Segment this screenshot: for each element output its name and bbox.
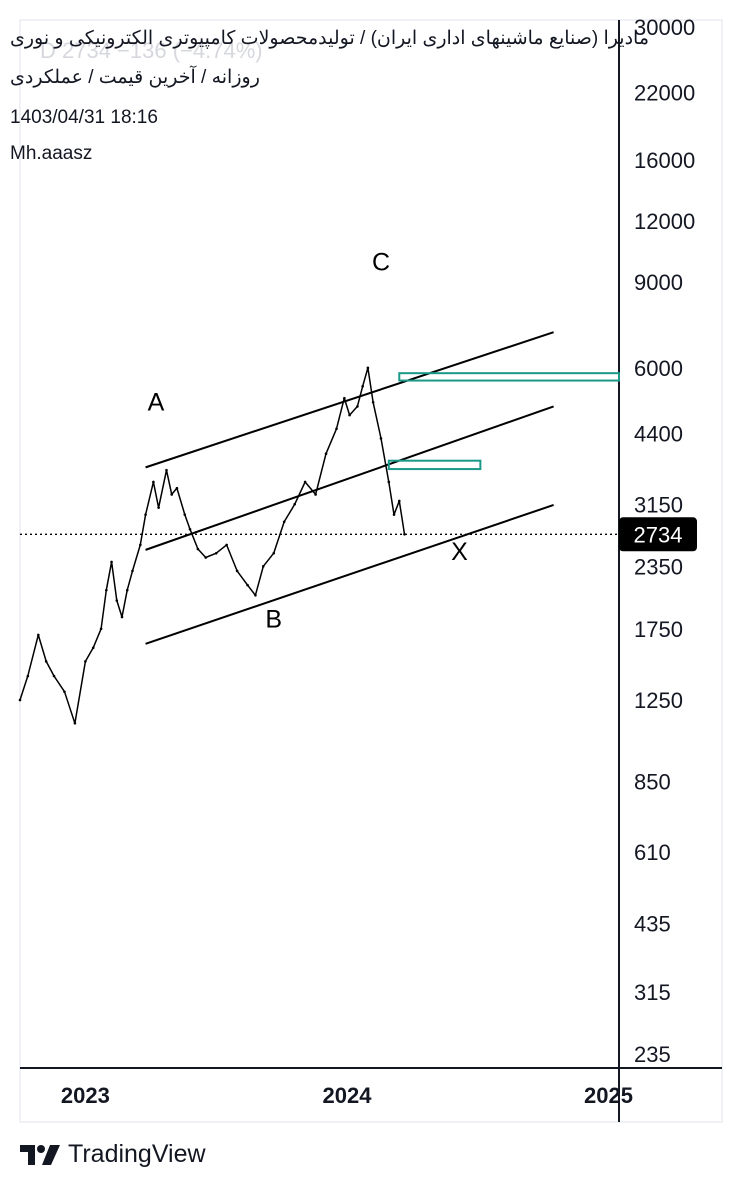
price-point — [324, 452, 328, 455]
price-point — [335, 427, 338, 431]
price-point — [196, 547, 200, 551]
price-point — [115, 599, 119, 602]
time-tick-label: 2023 — [61, 1083, 110, 1108]
price-point — [379, 437, 383, 440]
price-point — [131, 569, 134, 573]
price-tick-label: 1250 — [634, 688, 683, 713]
price-point — [52, 674, 56, 678]
price-point — [225, 543, 228, 547]
price-point — [120, 615, 124, 619]
time-tick-label: 2025 — [584, 1083, 633, 1108]
price-point — [63, 690, 66, 694]
price-point — [84, 660, 87, 663]
price-point — [246, 583, 249, 587]
price-point — [261, 565, 265, 568]
price-point — [387, 480, 391, 484]
price-point — [157, 506, 160, 509]
chart-frame — [19, 19, 723, 1123]
price-tick-label: 4400 — [634, 422, 683, 447]
price-point — [139, 543, 142, 547]
price-tick-label: 30000 — [634, 15, 695, 40]
price-point — [366, 366, 370, 370]
price-point — [175, 486, 179, 490]
channel-line — [145, 504, 554, 645]
price-series-line — [19, 367, 406, 725]
chart-title: مادیرا (صنایع ماشینهای اداری ایران) / تو… — [10, 28, 649, 49]
price-point — [165, 468, 168, 472]
price-point — [293, 502, 296, 506]
channel-line — [145, 331, 554, 469]
price-point — [73, 722, 77, 725]
price-point — [272, 551, 276, 555]
price-point — [356, 405, 359, 408]
price-point — [303, 480, 307, 484]
price-point — [403, 532, 406, 536]
chart-subtitle: روزانه / آخرین قیمت / عملکردی — [10, 67, 260, 88]
price-point — [188, 527, 192, 531]
price-point — [125, 588, 129, 592]
price-point — [99, 627, 103, 631]
price-point — [214, 551, 218, 555]
tradingview-brand[interactable]: TradingView — [20, 1140, 206, 1169]
price-point — [152, 480, 155, 484]
price-point — [314, 493, 317, 496]
price-point — [235, 569, 239, 573]
price-point — [105, 588, 108, 592]
zone-box — [398, 372, 620, 382]
price-point — [37, 633, 40, 637]
price-point — [254, 593, 257, 597]
price-tick-label: 16000 — [634, 148, 695, 173]
price-point — [204, 556, 208, 559]
price-point — [361, 384, 364, 388]
last-price-badge — [619, 517, 697, 552]
price-point — [392, 513, 396, 516]
price-point — [144, 513, 147, 516]
brand-name: TradingView — [68, 1140, 206, 1168]
price-point — [91, 646, 95, 650]
price-point — [343, 396, 346, 400]
price-tick-label: 2350 — [634, 554, 683, 579]
tradingview-logo-icon — [20, 1144, 60, 1165]
wave-label-a: A — [148, 389, 165, 417]
price-tick-label: 3150 — [634, 492, 683, 517]
price-point — [170, 493, 174, 496]
price-tick-label: 12000 — [634, 209, 695, 234]
price-tick-label: 610 — [634, 840, 671, 865]
last-price-label: 2734 — [634, 522, 683, 547]
price-point — [371, 400, 375, 404]
price-point — [44, 660, 48, 663]
price-tick-label: 315 — [634, 980, 671, 1005]
price-point — [18, 698, 22, 702]
price-point — [26, 674, 30, 678]
chart-author: Mh.aaasz — [10, 143, 93, 164]
symbol-watermark: D 2734 −136 (−4.74%) — [40, 38, 263, 63]
price-tick-label: 9000 — [634, 270, 683, 295]
chart-timestamp: 1403/04/31 18:16 — [10, 107, 158, 128]
price-tick-label: 235 — [634, 1042, 671, 1067]
price-point — [397, 499, 401, 503]
price-point — [348, 413, 351, 417]
price-chart[interactable]: 30000 22000 16000 12000 9000 6000 4400 3150 2350… — [0, 0, 742, 1130]
price-tick-label: 435 — [634, 912, 671, 937]
wave-label-c: C — [372, 248, 390, 276]
price-tick-label: 22000 — [634, 81, 695, 106]
price-tick-label: 6000 — [634, 356, 683, 381]
price-point — [282, 520, 286, 524]
price-point — [183, 513, 187, 516]
zone-box — [387, 459, 482, 471]
time-tick-label: 2024 — [322, 1083, 372, 1108]
wave-label-x: X — [451, 538, 468, 566]
price-tick-label: 850 — [634, 770, 671, 795]
price-tick-label: 1750 — [634, 617, 683, 642]
price-point — [110, 560, 113, 564]
channel-line — [145, 405, 554, 551]
wave-label-b: B — [265, 606, 282, 634]
